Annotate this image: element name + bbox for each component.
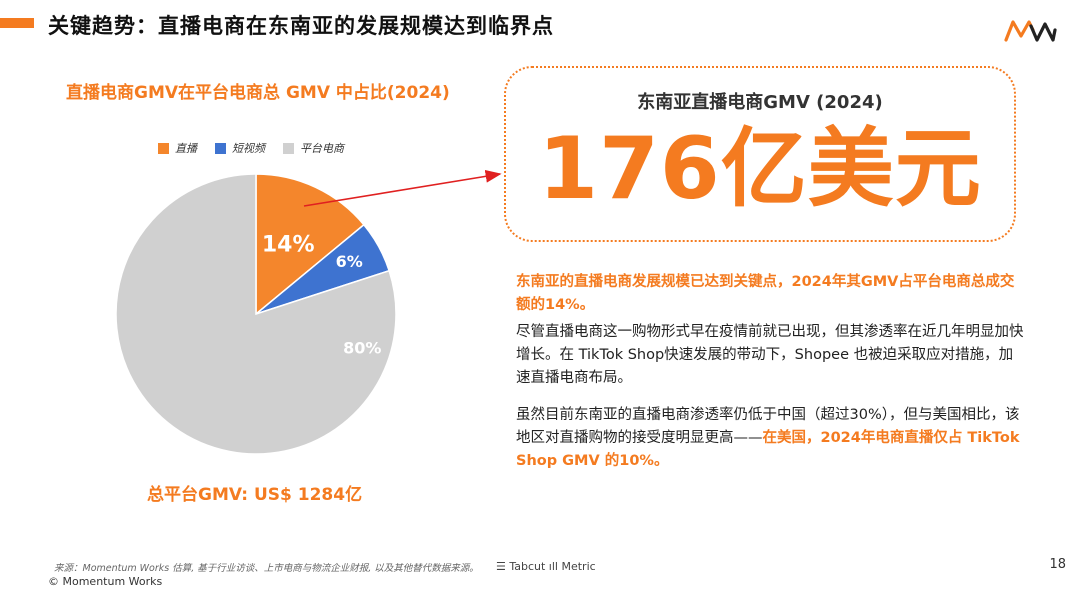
chart-title: 直播电商GMV在平台电商总 GMV 中占比(2024) bbox=[66, 83, 450, 103]
gmv-callout-box: 东南亚直播电商GMV (2024) 176亿美元 bbox=[504, 66, 1016, 242]
legend-item-platform: 平台电商 bbox=[283, 140, 344, 156]
pie-label-short-video: 6% bbox=[336, 252, 363, 271]
page-number: 18 bbox=[1049, 557, 1066, 572]
key-point-paragraph: 东南亚的直播电商发展规模已达到关键点，2024年其GMV占平台电商总成交额的14… bbox=[516, 274, 1015, 313]
partner-brands: ☰ Tabcut ıll Metric bbox=[496, 560, 596, 573]
momentum-works-logo bbox=[1004, 20, 1057, 42]
source-note: 来源：Momentum Works 估算, 基于行业访谈、上市电商与物流企业财报… bbox=[54, 563, 479, 574]
legend-item-short-video: 短视频 bbox=[215, 140, 265, 156]
context-paragraph: 尽管直播电商这一购物形式早在疫情前就已出现，但其渗透率在近几年明显加快增长。在 … bbox=[516, 324, 1024, 386]
copyright: © Momentum Works bbox=[48, 575, 163, 588]
page-title: 关键趋势：直播电商在东南亚的发展规模达到临界点 bbox=[48, 14, 554, 38]
comparison-highlight: 在美国，2024年电商直播仅占 TikTok Shop GMV 的10%。 bbox=[516, 430, 1020, 469]
pie-label-platform: 80% bbox=[343, 339, 381, 358]
pie-chart: 14% 6% 80% bbox=[115, 173, 397, 455]
chart-legend: 直播 短视频 平台电商 bbox=[158, 140, 344, 156]
legend-swatch bbox=[158, 142, 169, 154]
comparison-paragraph: 虽然目前东南亚的直播电商渗透率仍低于中国（超过30%），但与美国相比，该地区对直… bbox=[516, 404, 1024, 473]
legend-label: 直播 bbox=[175, 142, 197, 155]
pie-slice-platform bbox=[115, 173, 397, 455]
legend-label: 短视频 bbox=[232, 142, 265, 155]
pie-label-livestream: 14% bbox=[262, 233, 315, 258]
comparison-text: 虽然目前东南亚的直播电商渗透率仍低于中国（超过30%），但与美国相比，该地区对直… bbox=[516, 407, 1020, 446]
legend-label: 平台电商 bbox=[300, 142, 344, 155]
total-gmv-label: 总平台GMV: US$ 1284亿 bbox=[147, 485, 363, 505]
accent-bar bbox=[0, 18, 34, 28]
legend-swatch bbox=[283, 142, 294, 154]
callout-subtitle: 东南亚直播电商GMV (2024) bbox=[637, 92, 883, 113]
legend-swatch bbox=[215, 142, 226, 154]
callout-value: 176亿美元 bbox=[538, 119, 982, 219]
legend-item-livestream: 直播 bbox=[158, 140, 197, 156]
